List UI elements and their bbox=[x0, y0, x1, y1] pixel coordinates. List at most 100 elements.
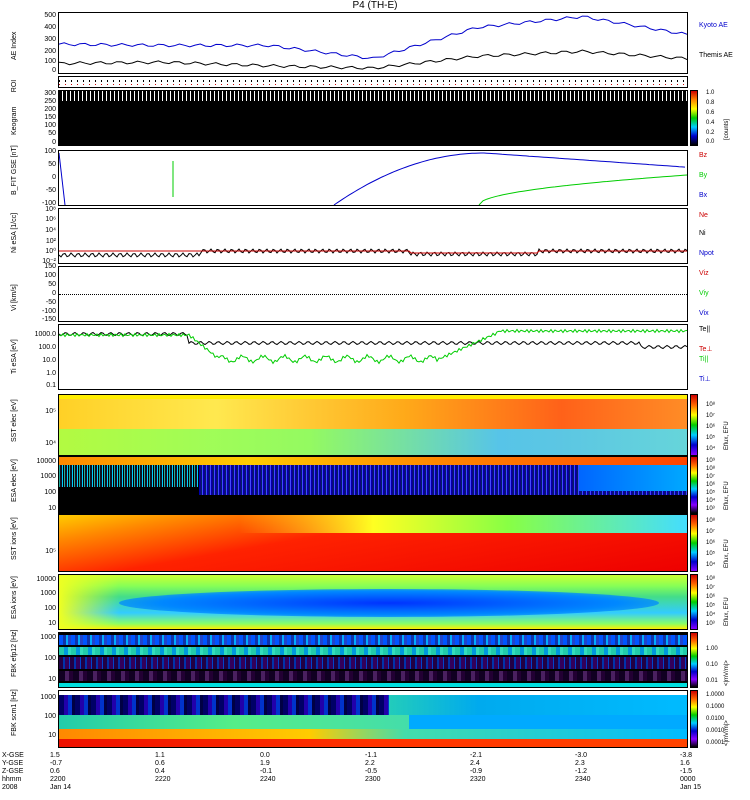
ni-ylabel: Ni eSA [1/cc] bbox=[11, 212, 18, 253]
bfit-tick: -50 bbox=[45, 187, 56, 194]
esa-elec-cb-tick: 10⁴ bbox=[706, 498, 716, 504]
keogram-tick: 50 bbox=[48, 130, 56, 137]
ti-svg bbox=[59, 328, 687, 365]
x-row-label: Z-GSE bbox=[2, 768, 24, 775]
sst-elec-lower-band bbox=[59, 429, 687, 455]
keogram-ylabel: Keogram bbox=[11, 106, 18, 135]
fbk-efp-band-2 bbox=[59, 647, 687, 655]
legend-bz: Bz bbox=[699, 152, 708, 159]
ae-tick: 300 bbox=[44, 36, 56, 43]
x-tick-label: -1.2 bbox=[575, 768, 588, 775]
fbk-scm-spectrogram bbox=[58, 690, 688, 748]
vi-tick: -100 bbox=[41, 308, 56, 315]
ae-series-line bbox=[59, 49, 687, 70]
vi-zero-line bbox=[59, 294, 687, 295]
ne-trace bbox=[59, 250, 687, 254]
bfit-tick: 50 bbox=[48, 161, 56, 168]
ni-tick: 10⁴ bbox=[45, 227, 56, 234]
ni-tick: 10⁰ bbox=[45, 248, 56, 255]
sst-elec-spectrogram bbox=[58, 394, 688, 456]
x-tick-label: 1.9 bbox=[260, 760, 270, 767]
keogram-cb-tick: 0.4 bbox=[706, 120, 715, 126]
bfit-ylabel: B_FIT GSE [nT] bbox=[11, 145, 18, 195]
ti-tick: 10.0 bbox=[42, 357, 56, 364]
x-tick-label: -1.5 bbox=[680, 768, 693, 775]
x-tick-label: 2220 bbox=[155, 776, 171, 783]
esa-ions-cb-tick: 10⁷ bbox=[706, 585, 715, 591]
fbk-efp-cb-tick: 0.01 bbox=[706, 678, 718, 684]
esa-ions-cb-tick: 10⁴ bbox=[706, 612, 716, 618]
roi-plot bbox=[58, 76, 688, 88]
fbk-scm-cb-tick: 0.0001 bbox=[706, 740, 725, 746]
x-tick-label: Jan 14 bbox=[50, 784, 72, 791]
fbk-efp-cb-tick: 1.00 bbox=[706, 646, 718, 652]
esa-elec-colorbar bbox=[690, 456, 698, 514]
fbk-efp-cb-unit: <|mV/m|> bbox=[724, 660, 730, 686]
sst-elec-cb-tick: 10⁸ bbox=[706, 402, 716, 408]
x-tick-label: 2300 bbox=[365, 776, 381, 783]
ae-plot bbox=[58, 12, 688, 74]
vi-ylabel: Vi [km/s] bbox=[11, 284, 18, 311]
ae-tick: 100 bbox=[44, 58, 56, 65]
fbk-scm-cb-tick: 0.0100 bbox=[706, 716, 725, 722]
bfit-tick: 100 bbox=[44, 148, 56, 155]
roi-dots bbox=[59, 84, 687, 85]
legend-ne: Ne bbox=[699, 212, 708, 219]
keogram-tick: 250 bbox=[44, 98, 56, 105]
fbk-scm-tick: 100 bbox=[44, 713, 56, 720]
esa-ions-spectrogram bbox=[58, 574, 688, 630]
sst-ions-cb-tick: 10⁷ bbox=[706, 529, 715, 535]
esa-elec-early-band bbox=[59, 465, 219, 487]
esa-ions-cb-tick: 10⁸ bbox=[706, 576, 716, 582]
ti-tick: 1000.0 bbox=[34, 331, 56, 338]
fbk-efp-band-5 bbox=[59, 683, 687, 687]
fbk-scm-cb-tick: 0.0010 bbox=[706, 728, 725, 734]
legend-themis-ae: Themis AE bbox=[699, 52, 733, 59]
legend-npot: Npot bbox=[699, 250, 714, 257]
ae-tick: 0 bbox=[52, 67, 56, 74]
x-tick-label: 1.5 bbox=[50, 752, 60, 759]
ti-tick: 1.0 bbox=[46, 370, 56, 377]
esa-elec-cb-unit: Eflux, EFU bbox=[724, 481, 730, 510]
fbk-scm-band-3 bbox=[59, 729, 687, 739]
sst-ions-cb-tick: 10⁶ bbox=[706, 540, 716, 546]
fbk-efp-band-4 bbox=[59, 671, 687, 681]
sst-elec-tick: 10⁴ bbox=[45, 440, 56, 447]
keogram-colorbar bbox=[690, 90, 698, 146]
x-row-label: hhmm bbox=[2, 776, 22, 783]
fbk-efp-tick: 100 bbox=[44, 655, 56, 662]
sst-ions-cb-tick: 10⁸ bbox=[706, 518, 716, 524]
keogram-stripes bbox=[59, 91, 687, 101]
esa-elec-cb-tick: 10³ bbox=[706, 506, 715, 512]
x-tick-label: 1.6 bbox=[680, 760, 690, 767]
bfit-plot bbox=[58, 150, 688, 206]
sst-ions-colorbar bbox=[690, 514, 698, 572]
ni-trace bbox=[59, 247, 687, 258]
sst-elec-tick: 10⁵ bbox=[45, 408, 56, 415]
sst-ions-ylabel: SST ions [eV] bbox=[11, 517, 18, 560]
x-row-label: Y-GSE bbox=[2, 760, 24, 767]
keogram-tick: 0 bbox=[52, 139, 56, 146]
roi-ylabel: ROI bbox=[11, 79, 18, 93]
keogram-cb-tick: 0.0 bbox=[706, 139, 715, 145]
fbk-scm-band-1b bbox=[389, 695, 687, 715]
x-tick-label: 2340 bbox=[575, 776, 591, 783]
ni-tick: 10⁶ bbox=[45, 216, 56, 223]
ti-tick: 100.0 bbox=[38, 344, 56, 351]
fbk-scm-colorbar bbox=[690, 690, 698, 748]
fbk-scm-cb-unit: <|mV/m|> bbox=[724, 720, 730, 746]
fbk-efp-spectrogram bbox=[58, 632, 688, 688]
esa-ions-colorbar bbox=[690, 574, 698, 630]
bfit-svg bbox=[59, 152, 687, 205]
x-tick-label: Jan 15 bbox=[680, 784, 702, 791]
bx-start bbox=[59, 152, 66, 205]
vi-tick: 150 bbox=[44, 263, 56, 270]
vi-tick: -150 bbox=[41, 316, 56, 323]
esa-elec-cb-tick: 10⁷ bbox=[706, 474, 715, 480]
sst-elec-cb-unit: Eflux, EFU bbox=[724, 421, 730, 450]
keogram-cb-tick: 0.2 bbox=[706, 130, 715, 136]
x-tick-label: 2240 bbox=[260, 776, 276, 783]
vi-plot bbox=[58, 266, 688, 322]
esa-ions-tick: 100 bbox=[44, 605, 56, 612]
bfit-tick: 0 bbox=[52, 174, 56, 181]
